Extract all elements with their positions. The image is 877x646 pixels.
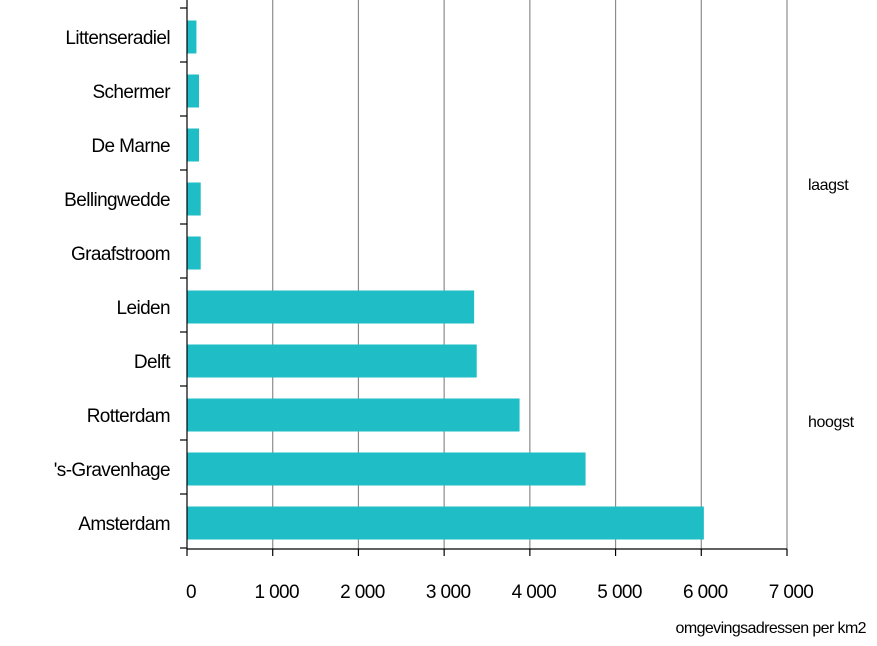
labels: Littenseradiel Schermer De Marne Bellingwed… [54,28,814,603]
category-label: Littenseradiel [65,28,170,49]
category-label: Bellingwedde [64,190,170,211]
bar [187,344,477,378]
bar [187,398,520,432]
category-label: Rotterdam [87,406,170,427]
x-tick-label: 0 [186,582,196,603]
x-tick-label: 7 000 [769,582,814,603]
bar [187,128,199,162]
x-tick-label: 3 000 [426,582,471,603]
grid-lines [272,0,788,549]
bar [187,182,201,216]
x-tick-label: 4 000 [512,582,557,603]
bar [187,290,475,324]
bar [187,452,586,486]
bar [187,506,704,540]
group-label-lowest: laagst [808,177,849,194]
x-tick-label: 1 000 [254,582,299,603]
category-label: Leiden [117,298,170,319]
category-label: Schermer [92,82,171,103]
bar [187,20,197,54]
x-axis-title: omgevingsadressen per km2 [676,620,867,637]
bar [187,236,201,270]
axes [180,0,788,556]
category-label: 's-Gravenhage [54,460,170,481]
bar [187,74,199,108]
bars [187,20,704,540]
x-tick-label: 2 000 [340,582,385,603]
category-label: Delft [134,352,171,373]
category-label: Graafstroom [71,244,170,265]
category-label: Amsterdam [78,514,170,535]
category-label: De Marne [91,136,170,157]
x-tick-label: 5 000 [597,582,642,603]
x-tick-label: 6 000 [683,582,728,603]
group-label-highest: hoogst [808,414,855,431]
